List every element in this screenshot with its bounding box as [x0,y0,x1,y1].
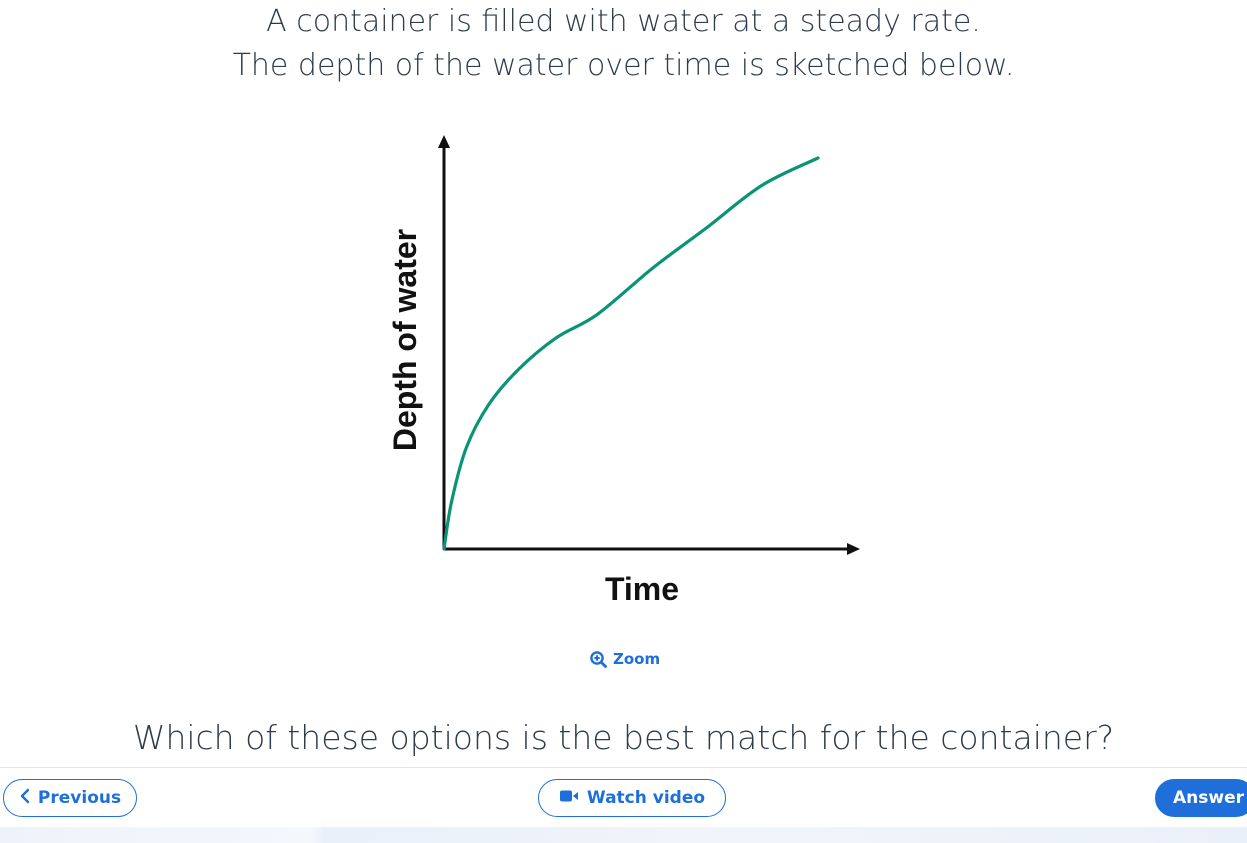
answer-label: Answer [1173,788,1244,808]
y-axis-arrow [438,135,450,148]
zoom-button[interactable]: Zoom [590,647,660,671]
options-prompt: Which of these options is the best match… [132,718,1115,757]
depth-time-graph: Time Depth of water [387,135,860,607]
footer-band [0,827,1247,843]
watch-video-label: Watch video [586,788,706,808]
chevron-left-icon [19,788,30,809]
depth-curve [442,156,820,551]
zoom-label: Zoom [613,650,661,668]
footer-divider [0,767,1247,768]
previous-label: Previous [37,788,122,808]
answer-button[interactable]: Answer [1155,779,1247,817]
video-camera-icon [559,788,579,808]
x-axis-arrow [847,543,860,555]
question-line-2: The depth of the water over time is sket… [232,48,1015,83]
watch-video-button[interactable]: Watch video [538,779,726,817]
y-axis-label: Depth of water [387,229,423,451]
question-line-1: A container is filled with water at a st… [266,4,981,39]
previous-button[interactable]: Previous [3,779,137,817]
zoom-in-icon [590,650,607,668]
x-axis-label: Time [605,571,679,607]
